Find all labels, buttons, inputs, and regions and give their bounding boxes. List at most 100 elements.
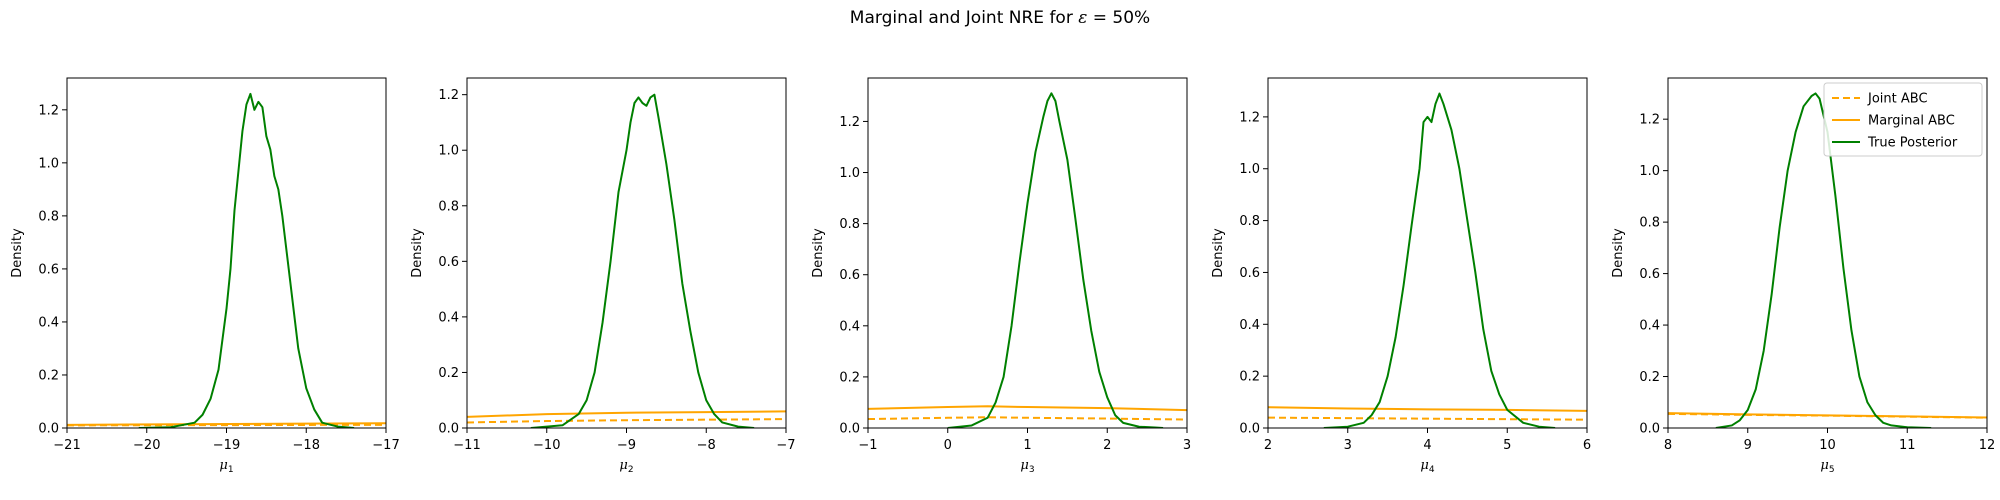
x-tick-label: 8	[1664, 438, 1672, 453]
series-joint-abc-line-4	[1268, 416, 1587, 421]
y-tick-label: 0.8	[1639, 216, 1660, 231]
x-axis-label: μ5	[1820, 458, 1834, 475]
y-tick-label: 0.6	[38, 262, 59, 277]
series-marginal-abc-line-2	[467, 410, 786, 418]
x-tick-label: −17	[372, 438, 399, 453]
legend-label: True Posterior	[1867, 136, 1958, 151]
legend: Joint ABC Marginal ABC True Posterior	[1823, 82, 1983, 157]
x-tick-label: 2	[1264, 438, 1272, 453]
figure-title: Marginal and Joint NRE for ε = 50%	[0, 8, 2000, 28]
x-axis-label: μ1	[219, 458, 233, 475]
y-tick-label: 0.4	[438, 310, 459, 325]
x-tick-label: −19	[213, 438, 240, 453]
y-tick-label: 0.6	[1239, 266, 1260, 281]
y-tick-label: 1.0	[1239, 162, 1260, 177]
y-tick-label: 0.0	[839, 422, 860, 437]
series-true-posterior-line-3	[947, 92, 1164, 428]
y-tick-label: 1.2	[1239, 110, 1260, 125]
x-tick-label: 3	[1183, 438, 1191, 453]
series-marginal-abc-line-4	[1268, 406, 1587, 412]
x-tick-label: −1	[858, 438, 877, 453]
series-true-posterior-line-5	[1715, 92, 1932, 428]
axes-frame-3	[867, 77, 1188, 429]
y-tick-label: 0.4	[38, 315, 59, 330]
series-true-posterior-line-2	[530, 93, 755, 428]
y-tick-label: 0.4	[1239, 318, 1260, 333]
y-tick-label: 0.6	[839, 268, 860, 283]
series-marginal-abc-line-3	[868, 405, 1187, 412]
y-tick-label: 0.0	[1239, 422, 1260, 437]
y-tick-label: 0.2	[38, 368, 59, 383]
subplot-2: −11 −10 −9 −8 −7 0.0 0.2 0.4 0.6 0.8 1.0 1.2 μ2 Densi…	[410, 77, 796, 475]
y-tick-label: 0.2	[1239, 370, 1260, 385]
y-tick-label: 0.6	[438, 255, 459, 270]
x-tick-label: 2	[1103, 438, 1111, 453]
figure-title-prefix: Marginal and Joint NRE for	[849, 8, 1079, 28]
y-tick-label: 0.4	[1639, 319, 1660, 334]
y-tick-label: 0.2	[839, 370, 860, 385]
subplot-1: −21 −20 −19 −18 −17 0.0 0.2 0.4 0.6 0.8 1.0 1.2 μ1 De…	[10, 77, 400, 475]
y-tick-label: 1.2	[38, 103, 59, 118]
series-marginal-abc-line-5	[1668, 412, 1987, 419]
y-tick-label: 0.8	[1239, 214, 1260, 229]
x-axis-label: μ4	[1420, 458, 1434, 475]
x-tick-label: 6	[1583, 438, 1591, 453]
x-tick-label: −11	[453, 438, 480, 453]
y-tick-label: 0.4	[839, 319, 860, 334]
y-tick-label: 0.2	[1639, 370, 1660, 385]
y-tick-label: 0.0	[438, 422, 459, 437]
x-tick-label: 1	[1023, 438, 1031, 453]
figure-title-suffix: = 50%	[1087, 8, 1151, 28]
x-tick-label: −7	[776, 438, 795, 453]
subplot-4: 2 3 4 5 6 0.0 0.2 0.4 0.6 0.8 1.0 1.2 μ4 Density	[1211, 77, 1591, 475]
y-tick-label: 1.2	[1639, 113, 1660, 128]
axes-frame-2	[466, 77, 787, 429]
x-tick-label: −8	[697, 438, 716, 453]
legend-label: Joint ABC	[1867, 92, 1928, 107]
y-tick-label: 1.2	[438, 88, 459, 103]
axes-frame-1	[66, 77, 387, 429]
y-tick-label: 1.0	[438, 144, 459, 159]
subplot-3: −1 0 1 2 3 0.0 0.2 0.4 0.6 0.8 1.0 1.2 μ3 Density	[811, 77, 1191, 475]
x-tick-label: 12	[1979, 438, 1996, 453]
y-tick-label: 0.8	[839, 217, 860, 232]
y-axis-label: Density	[410, 228, 425, 278]
x-tick-label: 5	[1503, 438, 1511, 453]
x-tick-label: −20	[133, 438, 160, 453]
legend-box	[1823, 82, 1983, 157]
y-tick-label: 0.0	[1639, 422, 1660, 437]
y-tick-label: 0.0	[38, 422, 59, 437]
x-axis-label: μ2	[619, 458, 633, 475]
x-tick-label: 9	[1744, 438, 1752, 453]
y-tick-label: 0.8	[38, 209, 59, 224]
y-axis-label: Density	[1611, 228, 1626, 278]
y-tick-label: 0.8	[438, 199, 459, 214]
series-joint-abc-line-2	[467, 418, 786, 424]
y-tick-label: 1.0	[1639, 164, 1660, 179]
x-tick-label: 4	[1423, 438, 1431, 453]
y-tick-label: 1.0	[839, 166, 860, 181]
series-marginal-abc-line-1	[67, 422, 386, 426]
y-tick-label: 0.2	[438, 366, 459, 381]
legend-label: Marginal ABC	[1868, 114, 1955, 129]
x-tick-label: 11	[1899, 438, 1916, 453]
x-tick-label: 0	[944, 438, 952, 453]
x-tick-label: −10	[533, 438, 560, 453]
x-tick-label: −9	[617, 438, 636, 453]
figure-title-epsilon: ε	[1078, 8, 1088, 28]
x-tick-label: −21	[53, 438, 80, 453]
y-axis-label: Density	[811, 228, 826, 278]
axes-frame-4	[1267, 77, 1588, 429]
subplot-5: 8 9 10 11 12 0.0 0.2 0.4 0.6 0.8 1.0 1.2 μ5 Density	[1611, 77, 1996, 475]
series-true-posterior-line-1	[138, 92, 355, 428]
x-tick-label: 3	[1344, 438, 1352, 453]
x-tick-label: −18	[293, 438, 320, 453]
y-tick-label: 1.0	[38, 156, 59, 171]
series-true-posterior-line-4	[1323, 92, 1556, 428]
x-tick-label: 10	[1819, 438, 1836, 453]
y-tick-label: 1.2	[839, 115, 860, 130]
x-axis-label: μ3	[1020, 458, 1034, 475]
y-axis-label: Density	[1211, 228, 1226, 278]
y-axis-label: Density	[10, 228, 25, 278]
